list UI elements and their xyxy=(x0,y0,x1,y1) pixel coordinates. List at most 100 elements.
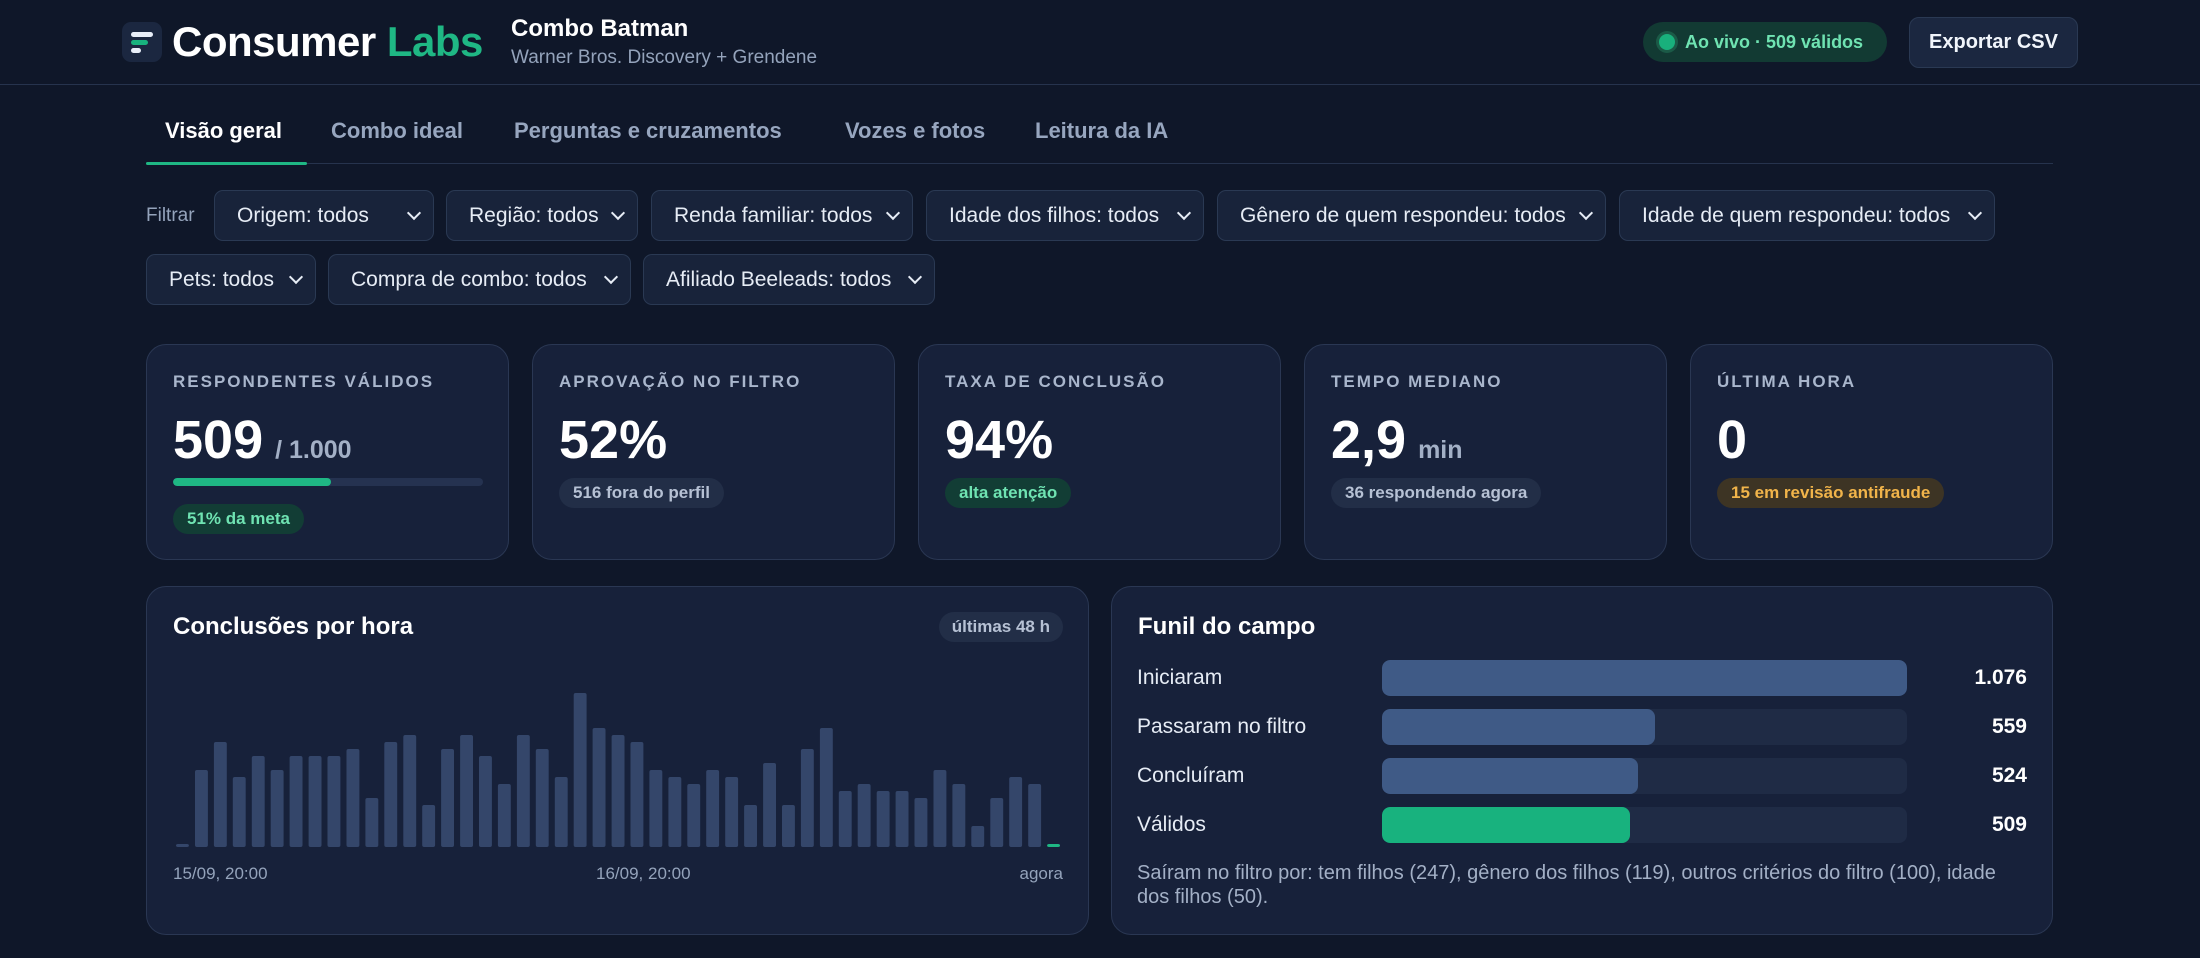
hour-bar-6 xyxy=(289,756,303,847)
funnel-track xyxy=(1382,709,1907,745)
funnel-bar-concluiram xyxy=(1382,758,1638,794)
field-funnel-panel: Funil do campo Iniciaram 1.076 Passaram … xyxy=(1111,586,2053,935)
funnel-bar-passaram xyxy=(1382,709,1655,745)
kpi-card-ultima-hora: ÚLTIMA HORA 0 15 em revisão antifraude xyxy=(1690,344,2053,560)
chevron-down-icon xyxy=(907,269,923,285)
hour-bar-9 xyxy=(346,749,360,847)
hour-bar-2 xyxy=(213,742,227,847)
hour-bar-13 xyxy=(422,805,436,847)
goal-progress-bar xyxy=(173,478,483,486)
live-status-text: Ao vivo · 509 válidos xyxy=(1685,31,1864,52)
x-axis-label-now: agora xyxy=(1019,864,1063,883)
tab-visao-geral[interactable]: Visão geral xyxy=(165,118,282,143)
funnel-track xyxy=(1382,660,1907,696)
funnel-value: 509 xyxy=(1991,813,2027,836)
hour-bar-20 xyxy=(554,777,568,847)
funnel-value: 524 xyxy=(1991,764,2027,787)
funnel-value: 559 xyxy=(1991,715,2027,738)
hour-bar-14 xyxy=(441,749,454,847)
filter-regiao-select[interactable]: Região: todos xyxy=(446,190,638,241)
filter-afiliado-select[interactable]: Afiliado Beeleads: todos xyxy=(643,254,935,305)
filter-pets-value: Pets: todos xyxy=(169,267,275,291)
export-csv-button[interactable]: Exportar CSV xyxy=(1909,17,2078,68)
hour-bar-38 xyxy=(895,791,909,847)
filter-genero-value: Gênero de quem respondeu: todos xyxy=(1240,203,1566,227)
chevron-down-icon xyxy=(1967,205,1983,221)
filter-idade-filhos-select[interactable]: Idade dos filhos: todos xyxy=(926,190,1204,241)
filter-origem-select[interactable]: Origem: todos xyxy=(214,190,434,241)
kpi-number: 0 xyxy=(1717,410,1748,470)
hour-bar-40 xyxy=(933,770,947,847)
funnel-bar-validos xyxy=(1382,807,1631,843)
hour-bar-35 xyxy=(838,791,852,847)
funnel-track xyxy=(1382,807,1907,843)
tab-combo-ideal[interactable]: Combo ideal xyxy=(331,118,464,143)
active-tab-indicator xyxy=(146,162,307,165)
tab-perguntas-cruzamentos[interactable]: Perguntas e cruzamentos xyxy=(514,118,782,143)
hour-bar-31 xyxy=(763,763,776,847)
filter-renda-select[interactable]: Renda familiar: todos xyxy=(651,190,913,241)
filter-idade-respondente-select[interactable]: Idade de quem respondeu: todos xyxy=(1619,190,1995,241)
tab-leitura-ia[interactable]: Leitura da IA xyxy=(1035,118,1169,143)
hour-bar-22 xyxy=(592,728,606,847)
hour-bar-19 xyxy=(535,749,549,847)
kpi-card-aprovacao: APROVAÇÃO NO FILTRO 52% 516 fora do perf… xyxy=(532,344,895,560)
funnel-label: Passaram no filtro xyxy=(1137,715,1307,738)
kpi-badge: 15 em revisão antifraude xyxy=(1717,478,1945,508)
hour-bar-34 xyxy=(819,728,833,847)
hour-bar-27 xyxy=(687,784,701,847)
funnel-note: Saíram no filtro por: tem filhos (247), … xyxy=(1137,862,1996,908)
hour-bar-11 xyxy=(384,742,398,847)
filter-idade-filhos-value: Idade dos filhos: todos xyxy=(949,203,1160,227)
brand-name-right: Labs xyxy=(386,18,484,65)
filter-pets-select[interactable]: Pets: todos xyxy=(146,254,316,305)
hourly-completions-panel: Conclusões por hora últimas 48 h 15/09, … xyxy=(146,586,1089,935)
hour-bar-44 xyxy=(1009,777,1023,847)
kpi-number: 509 xyxy=(173,410,264,470)
hour-bar-12 xyxy=(403,735,417,847)
range-badge: últimas 48 h xyxy=(938,612,1063,642)
hour-bar-21 xyxy=(573,693,587,847)
kpi-number: 2,9 xyxy=(1331,410,1407,470)
hour-bar-25 xyxy=(649,770,663,847)
panel-title: Conclusões por hora xyxy=(173,613,414,640)
hour-bar-43 xyxy=(990,798,1004,847)
hour-bar-45 xyxy=(1028,784,1042,847)
hour-bar-3 xyxy=(232,777,246,847)
hourly-bar-chart xyxy=(176,693,1060,847)
hour-bar-17 xyxy=(497,784,511,847)
hour-bar-8 xyxy=(327,756,341,847)
tab-vozes-fotos[interactable]: Vozes e fotos xyxy=(845,118,986,143)
top-bar: Consumer Labs Combo Batman Warner Bros. … xyxy=(0,0,2200,85)
kpi-card-respondentes: RESPONDENTES VÁLIDOS 509 / 1.000 51% da m… xyxy=(146,344,509,560)
hour-bar-10 xyxy=(365,798,379,847)
hour-bar-4 xyxy=(251,756,265,847)
kpi-unit: / 1.000 xyxy=(275,436,352,464)
kpi-label: ÚLTIMA HORA xyxy=(1717,372,1857,391)
hour-bar-46 xyxy=(1047,844,1060,847)
kpi-value: 2,9 min xyxy=(1331,405,1463,485)
funnel-label: Válidos xyxy=(1137,813,1206,836)
live-status-badge: Ao vivo · 509 válidos xyxy=(1643,22,1887,62)
funnel-bar-iniciaram xyxy=(1382,660,1907,696)
hour-bar-32 xyxy=(782,805,795,847)
kpi-badge: 516 fora do perfil xyxy=(559,478,724,508)
logo-icon xyxy=(122,22,162,62)
filter-origem-value: Origem: todos xyxy=(237,203,369,227)
filter-genero-select[interactable]: Gênero de quem respondeu: todos xyxy=(1217,190,1606,241)
filter-idade-respondente-value: Idade de quem respondeu: todos xyxy=(1642,203,1951,227)
kpi-unit: min xyxy=(1418,436,1463,464)
kpi-card-tempo: TEMPO MEDIANO 2,9 min 36 respondendo agor… xyxy=(1304,344,1667,560)
filter-compra-combo-select[interactable]: Compra de combo: todos xyxy=(328,254,631,305)
hour-bar-36 xyxy=(857,784,871,847)
hour-bar-41 xyxy=(952,784,966,847)
filter-regiao-value: Região: todos xyxy=(469,203,599,227)
hour-bar-42 xyxy=(971,826,985,847)
kpi-label: TEMPO MEDIANO xyxy=(1331,372,1503,391)
chevron-down-icon xyxy=(406,205,422,221)
kpi-value: 94% xyxy=(945,405,1053,475)
x-axis-label-mid: 16/09, 20:00 xyxy=(596,864,691,883)
tab-bar: Visão geral Combo ideal Perguntas e cruz… xyxy=(146,108,2053,165)
project-title: Combo Batman xyxy=(511,15,689,42)
kpi-label: RESPONDENTES VÁLIDOS xyxy=(173,372,435,391)
